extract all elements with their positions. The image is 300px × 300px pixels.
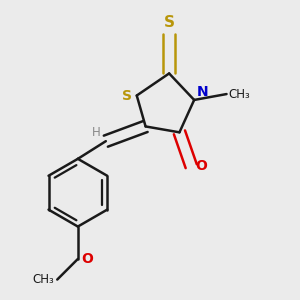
Text: N: N <box>196 85 208 99</box>
Text: H: H <box>92 126 100 139</box>
Text: O: O <box>81 252 93 266</box>
Text: S: S <box>122 88 132 103</box>
Text: CH₃: CH₃ <box>228 88 250 100</box>
Text: O: O <box>195 159 207 173</box>
Text: CH₃: CH₃ <box>33 273 54 286</box>
Text: S: S <box>164 15 175 30</box>
